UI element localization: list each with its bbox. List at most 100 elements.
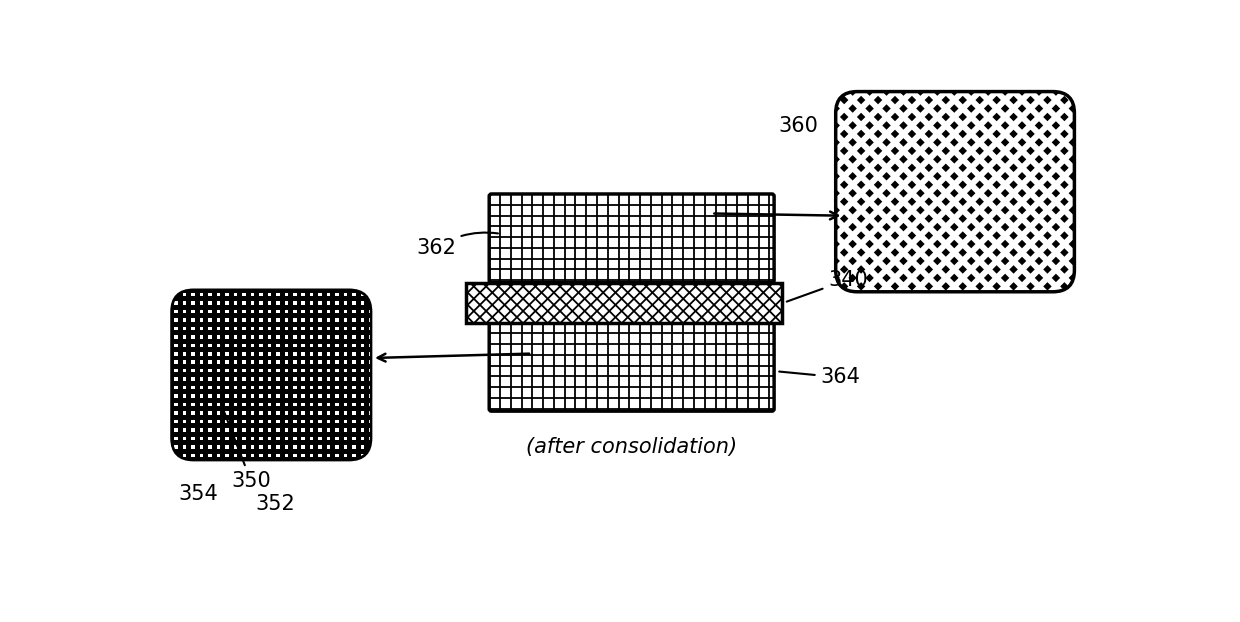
Bar [182, 428, 186, 432]
Polygon shape [1018, 155, 1027, 164]
Bar [394, 462, 398, 466]
Polygon shape [1001, 155, 1009, 164]
Bar [191, 378, 195, 381]
Polygon shape [1128, 164, 1136, 172]
Bar [343, 318, 347, 322]
Polygon shape [1094, 282, 1102, 290]
Bar [182, 378, 186, 381]
Polygon shape [967, 290, 976, 299]
Bar [175, 479, 179, 483]
Bar [217, 378, 221, 381]
Bar [370, 352, 373, 356]
Polygon shape [857, 265, 866, 274]
Bar [319, 386, 322, 389]
Polygon shape [890, 180, 899, 189]
Bar [284, 293, 288, 296]
Bar [226, 369, 229, 373]
Bar [386, 378, 389, 381]
Bar [175, 386, 179, 389]
Bar [233, 284, 237, 288]
Polygon shape [1120, 240, 1128, 248]
Bar [403, 471, 407, 474]
Bar [268, 301, 272, 305]
Polygon shape [1001, 307, 1009, 316]
Bar [327, 284, 330, 288]
Polygon shape [1094, 197, 1102, 206]
Polygon shape [839, 164, 848, 172]
Bar [319, 361, 322, 364]
Bar [386, 318, 389, 322]
Polygon shape [874, 147, 883, 155]
Bar [166, 411, 170, 415]
Text: 340: 340 [786, 269, 868, 302]
Bar [217, 437, 221, 440]
FancyBboxPatch shape [490, 323, 774, 411]
Bar [226, 462, 229, 466]
Bar [327, 318, 330, 322]
Polygon shape [976, 231, 983, 240]
Bar [327, 479, 330, 483]
Bar [370, 428, 373, 432]
Polygon shape [1018, 121, 1027, 130]
Polygon shape [1120, 325, 1128, 333]
Bar [403, 496, 407, 499]
Bar [166, 453, 170, 457]
Polygon shape [1094, 231, 1102, 240]
Polygon shape [1018, 189, 1027, 197]
Bar [182, 318, 186, 322]
Polygon shape [1069, 206, 1078, 215]
Bar [293, 394, 296, 398]
Polygon shape [839, 113, 848, 121]
Bar [327, 488, 330, 491]
Bar [378, 496, 381, 499]
Polygon shape [848, 223, 857, 231]
Bar [327, 369, 330, 373]
Bar [310, 284, 314, 288]
Bar [403, 386, 407, 389]
Bar [182, 352, 186, 356]
Bar [301, 428, 305, 432]
Polygon shape [848, 257, 857, 265]
Bar [250, 479, 254, 483]
Polygon shape [1094, 164, 1102, 172]
Bar [370, 462, 373, 466]
Polygon shape [967, 104, 976, 113]
Bar [242, 471, 246, 474]
Bar [310, 420, 314, 424]
Bar [200, 471, 203, 474]
Polygon shape [857, 248, 866, 257]
Polygon shape [934, 274, 941, 282]
Bar [293, 471, 296, 474]
Bar [361, 437, 365, 440]
Polygon shape [1027, 215, 1034, 223]
Polygon shape [916, 240, 925, 248]
Bar [191, 479, 195, 483]
Bar [250, 361, 254, 364]
Bar [277, 411, 279, 415]
Polygon shape [1034, 223, 1043, 231]
Polygon shape [916, 341, 925, 350]
Bar [200, 437, 203, 440]
Polygon shape [950, 138, 959, 147]
Bar [250, 471, 254, 474]
Bar [310, 471, 314, 474]
Bar [208, 301, 212, 305]
Bar [293, 301, 296, 305]
Polygon shape [908, 333, 916, 341]
Polygon shape [1085, 223, 1094, 231]
Bar [208, 462, 212, 466]
Polygon shape [1027, 147, 1034, 155]
Bar [370, 496, 373, 499]
Bar [378, 386, 381, 389]
Polygon shape [925, 197, 934, 206]
Polygon shape [1085, 121, 1094, 130]
Polygon shape [832, 172, 839, 180]
Bar [268, 310, 272, 313]
Bar [370, 411, 373, 415]
Polygon shape [992, 180, 1001, 189]
Polygon shape [934, 206, 941, 215]
Bar [226, 378, 229, 381]
Polygon shape [890, 197, 899, 206]
Polygon shape [899, 172, 908, 180]
Bar [242, 403, 246, 406]
